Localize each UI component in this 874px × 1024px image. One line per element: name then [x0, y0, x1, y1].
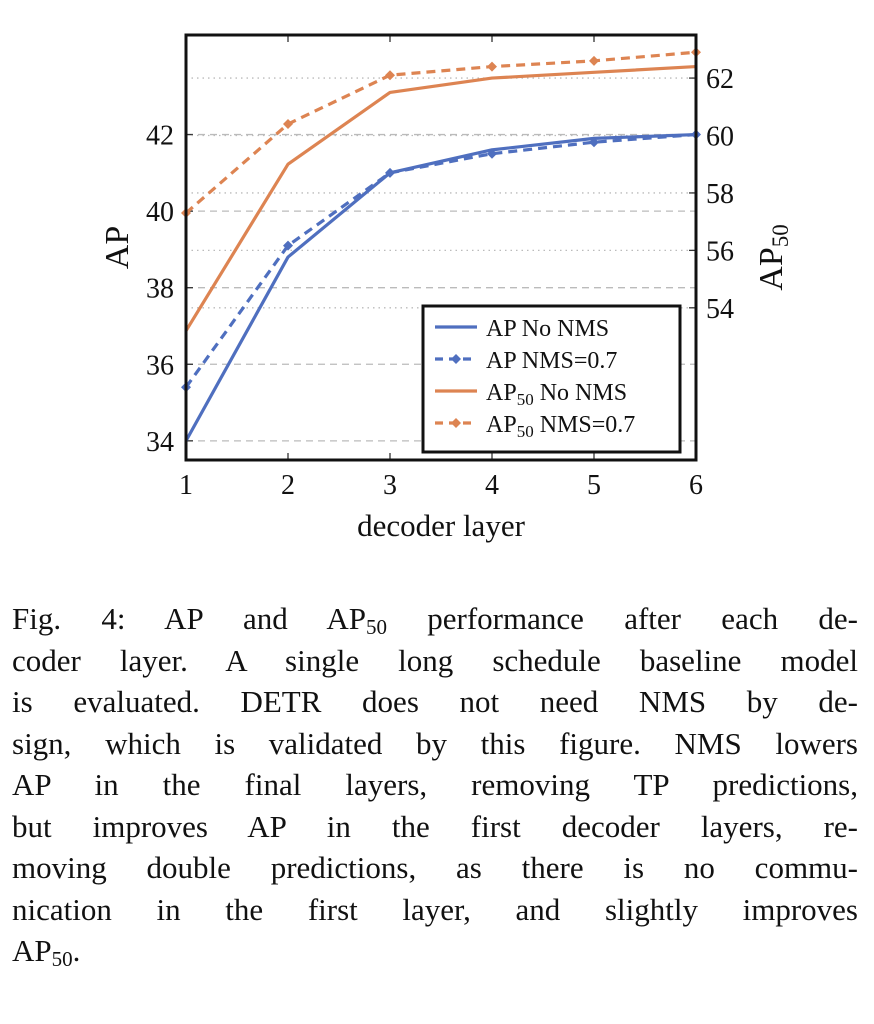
x-tick-label: 4 [485, 470, 499, 501]
y-tick-label-right: 62 [706, 64, 734, 95]
data-point-marker [283, 119, 293, 130]
y-axis-label-left: AP [99, 226, 136, 269]
y-tick-label-right: 58 [706, 179, 734, 210]
legend-box [421, 304, 682, 454]
series-line-ap-nms-0-7 [184, 132, 697, 389]
y-axis-label-right-sub: 50 [768, 224, 793, 247]
caption-line: moving double predictions, as there is n… [12, 847, 858, 889]
caption-line: Fig. 4: AP and AP50 performance after ea… [12, 598, 858, 640]
legend-entry: AP50 NMS=0.7 [435, 412, 635, 441]
x-tick-label: 2 [281, 470, 295, 501]
caption-line: AP50. [12, 930, 858, 972]
data-point-marker [589, 137, 599, 148]
legend-label-base: AP [486, 380, 517, 406]
data-point-marker [283, 240, 293, 251]
series-line-ap50-no-nms [184, 64, 697, 332]
legend-label-base: AP [486, 316, 516, 342]
legend-label-rest: No NMS [534, 380, 627, 406]
caption-text: is evaluated. DETR does not need NMS by … [12, 684, 858, 719]
y-axis-label-right-base: AP [753, 247, 790, 290]
data-point-marker [385, 70, 395, 81]
legend-label-sub: 50 [517, 422, 534, 441]
y-tick-label-left: 40 [146, 197, 174, 228]
caption-text: AP [12, 933, 52, 968]
caption-line: nication in the first layer, and slightl… [12, 889, 858, 931]
caption-text: AP in the final layers, removing TP pred… [12, 767, 858, 802]
legend-label: AP50 NMS=0.7 [486, 412, 635, 441]
x-tick-label: 3 [383, 470, 397, 501]
x-tick-label: 5 [587, 470, 601, 501]
y-axis-label-right: AP50 [753, 224, 793, 290]
plot-frame [184, 33, 698, 462]
caption-text: moving double predictions, as there is n… [12, 850, 858, 885]
legend-entry: AP NMS=0.7 [435, 348, 617, 374]
legend-entry: AP No NMS [435, 316, 609, 342]
x-tick-label: 6 [689, 470, 703, 501]
legend-label-rest: NMS=0.7 [534, 412, 636, 438]
legend-label-sub: 50 [517, 390, 534, 409]
caption-line: sign, which is validated by this figure.… [12, 723, 858, 765]
legend-label: AP No NMS [486, 316, 609, 342]
caption-text: . [72, 933, 81, 968]
caption-text: coder layer. A single long schedule base… [12, 642, 858, 678]
caption-line: is evaluated. DETR does not need NMS by … [12, 681, 858, 723]
data-point-marker [589, 55, 599, 66]
caption-subscript: 50 [51, 947, 73, 971]
y-tick-label-right: 60 [706, 122, 734, 153]
y-tick-label-left: 36 [146, 350, 174, 381]
y-tick-label-right: 56 [706, 236, 734, 267]
legend-label: AP50 No NMS [486, 380, 627, 409]
y-tick-label-left: 42 [146, 121, 174, 152]
legend-entry: AP50 No NMS [435, 380, 627, 409]
caption-text: but improves AP in the first decoder lay… [12, 808, 858, 844]
caption-text: nication in the first layer, and slightl… [12, 891, 858, 927]
data-point-marker [487, 61, 497, 72]
legend-label-base: AP [486, 412, 517, 438]
caption-text: Fig. 4: AP and AP [12, 601, 366, 636]
y-tick-label-left: 38 [146, 274, 174, 305]
series-line-ap-no-nms [184, 132, 697, 442]
legend-label-base: AP [486, 348, 516, 374]
figure-caption: Fig. 4: AP and AP50 performance after ea… [12, 598, 858, 972]
series-line-ap50-nms-0-7 [184, 50, 697, 215]
legend-marker [451, 354, 461, 364]
x-axis-label: decoder layer [357, 508, 525, 543]
legend-label-rest: NMS=0.7 [516, 348, 618, 374]
caption-text: sign, which is validated by this figure.… [12, 725, 858, 761]
caption-text: performance after each de- [386, 601, 858, 636]
caption-line: but improves AP in the first decoder lay… [12, 806, 858, 848]
caption-line: AP in the final layers, removing TP pred… [12, 764, 858, 806]
legend-marker [451, 418, 461, 428]
x-tick-label: 1 [179, 470, 193, 501]
caption-line: coder layer. A single long schedule base… [12, 640, 858, 682]
caption-subscript: 50 [365, 615, 387, 639]
legend-label: AP NMS=0.7 [486, 348, 617, 374]
y-tick-label-left: 34 [146, 427, 174, 458]
data-point-marker [385, 167, 395, 178]
data-point-marker [487, 148, 497, 159]
y-tick-label-right: 54 [706, 294, 734, 325]
legend-label-rest: No NMS [516, 316, 609, 342]
